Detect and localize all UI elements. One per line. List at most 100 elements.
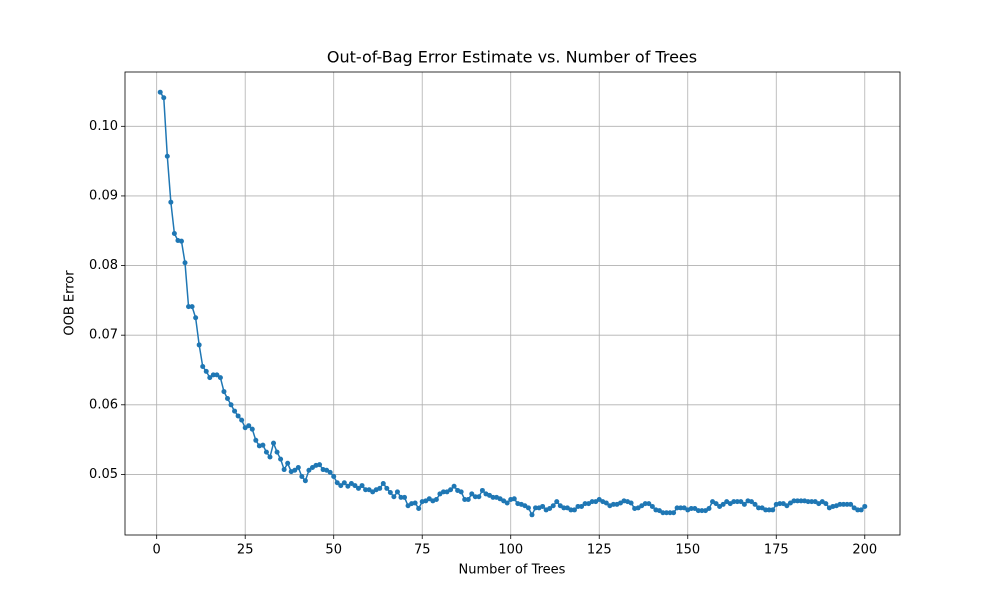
marker xyxy=(263,449,269,455)
marker xyxy=(667,510,673,516)
marker xyxy=(720,501,726,507)
y-tick-label: 0.07 xyxy=(89,328,118,343)
x-tick-label: 175 xyxy=(764,543,789,558)
marker xyxy=(299,474,305,480)
x-tick-label: 50 xyxy=(325,543,342,558)
marker xyxy=(239,417,245,423)
x-tick-label: 0 xyxy=(153,543,161,558)
marker xyxy=(193,315,199,321)
marker xyxy=(433,496,439,502)
marker xyxy=(377,485,383,491)
marker xyxy=(738,499,744,505)
marker xyxy=(246,423,252,429)
marker xyxy=(628,500,634,506)
marker xyxy=(462,496,468,502)
marker xyxy=(345,483,351,489)
marker xyxy=(660,510,666,516)
marker xyxy=(210,372,216,378)
marker xyxy=(837,501,843,507)
marker xyxy=(805,499,811,505)
marker xyxy=(214,372,220,378)
marker xyxy=(292,467,298,473)
marker xyxy=(688,506,694,512)
marker xyxy=(649,503,655,509)
marker xyxy=(281,467,287,473)
marker xyxy=(189,304,195,310)
marker xyxy=(582,501,588,507)
marker xyxy=(355,485,361,491)
marker xyxy=(550,503,556,509)
marker xyxy=(784,503,790,509)
marker xyxy=(271,440,277,446)
marker xyxy=(554,499,560,505)
marker xyxy=(302,478,308,484)
marker xyxy=(253,437,259,443)
marker xyxy=(402,494,408,500)
marker xyxy=(741,501,747,507)
marker xyxy=(490,494,496,500)
marker xyxy=(575,503,581,509)
marker xyxy=(561,505,567,511)
x-axis-label: Number of Trees xyxy=(459,563,566,578)
marker xyxy=(589,499,595,505)
marker xyxy=(182,260,188,266)
marker xyxy=(713,501,719,507)
plot-frame xyxy=(124,71,901,536)
marker xyxy=(862,503,868,509)
marker xyxy=(232,408,238,414)
marker xyxy=(547,506,553,512)
marker xyxy=(207,375,213,381)
marker xyxy=(476,494,482,500)
marker xyxy=(178,238,184,244)
marker xyxy=(795,498,801,504)
marker xyxy=(777,501,783,507)
marker xyxy=(571,507,577,513)
marker xyxy=(458,489,464,495)
marker xyxy=(285,460,291,466)
marker xyxy=(391,494,397,500)
marker xyxy=(164,153,170,159)
marker xyxy=(327,469,333,475)
marker xyxy=(823,501,829,507)
marker xyxy=(664,510,670,516)
marker xyxy=(809,499,815,505)
marker xyxy=(338,483,344,489)
marker xyxy=(848,501,854,507)
marker xyxy=(235,413,241,419)
marker xyxy=(511,496,517,502)
marker xyxy=(317,462,323,468)
marker xyxy=(387,490,393,496)
marker xyxy=(274,449,280,455)
marker xyxy=(766,507,772,513)
marker xyxy=(384,485,390,491)
marker xyxy=(203,368,209,374)
y-axis-label: OOB Error xyxy=(63,270,78,336)
marker xyxy=(363,487,369,493)
marker xyxy=(440,489,446,495)
marker xyxy=(161,95,167,101)
marker xyxy=(200,364,206,370)
marker xyxy=(841,501,847,507)
marker xyxy=(525,505,531,511)
marker xyxy=(798,498,804,504)
marker xyxy=(642,501,648,507)
marker xyxy=(706,506,712,512)
marker xyxy=(752,501,758,507)
marker xyxy=(731,499,737,505)
marker xyxy=(734,499,740,505)
marker xyxy=(472,494,478,500)
marker xyxy=(504,500,510,506)
marker xyxy=(855,507,861,513)
marker xyxy=(168,199,174,205)
marker xyxy=(394,489,400,495)
y-tick-label: 0.10 xyxy=(89,119,118,134)
x-tick-label: 150 xyxy=(675,543,700,558)
marker xyxy=(791,498,797,504)
marker xyxy=(331,474,337,480)
y-tick-label: 0.05 xyxy=(89,467,118,482)
marker xyxy=(844,501,850,507)
marker xyxy=(217,375,223,381)
x-tick-label: 200 xyxy=(852,543,877,558)
marker xyxy=(380,480,386,486)
